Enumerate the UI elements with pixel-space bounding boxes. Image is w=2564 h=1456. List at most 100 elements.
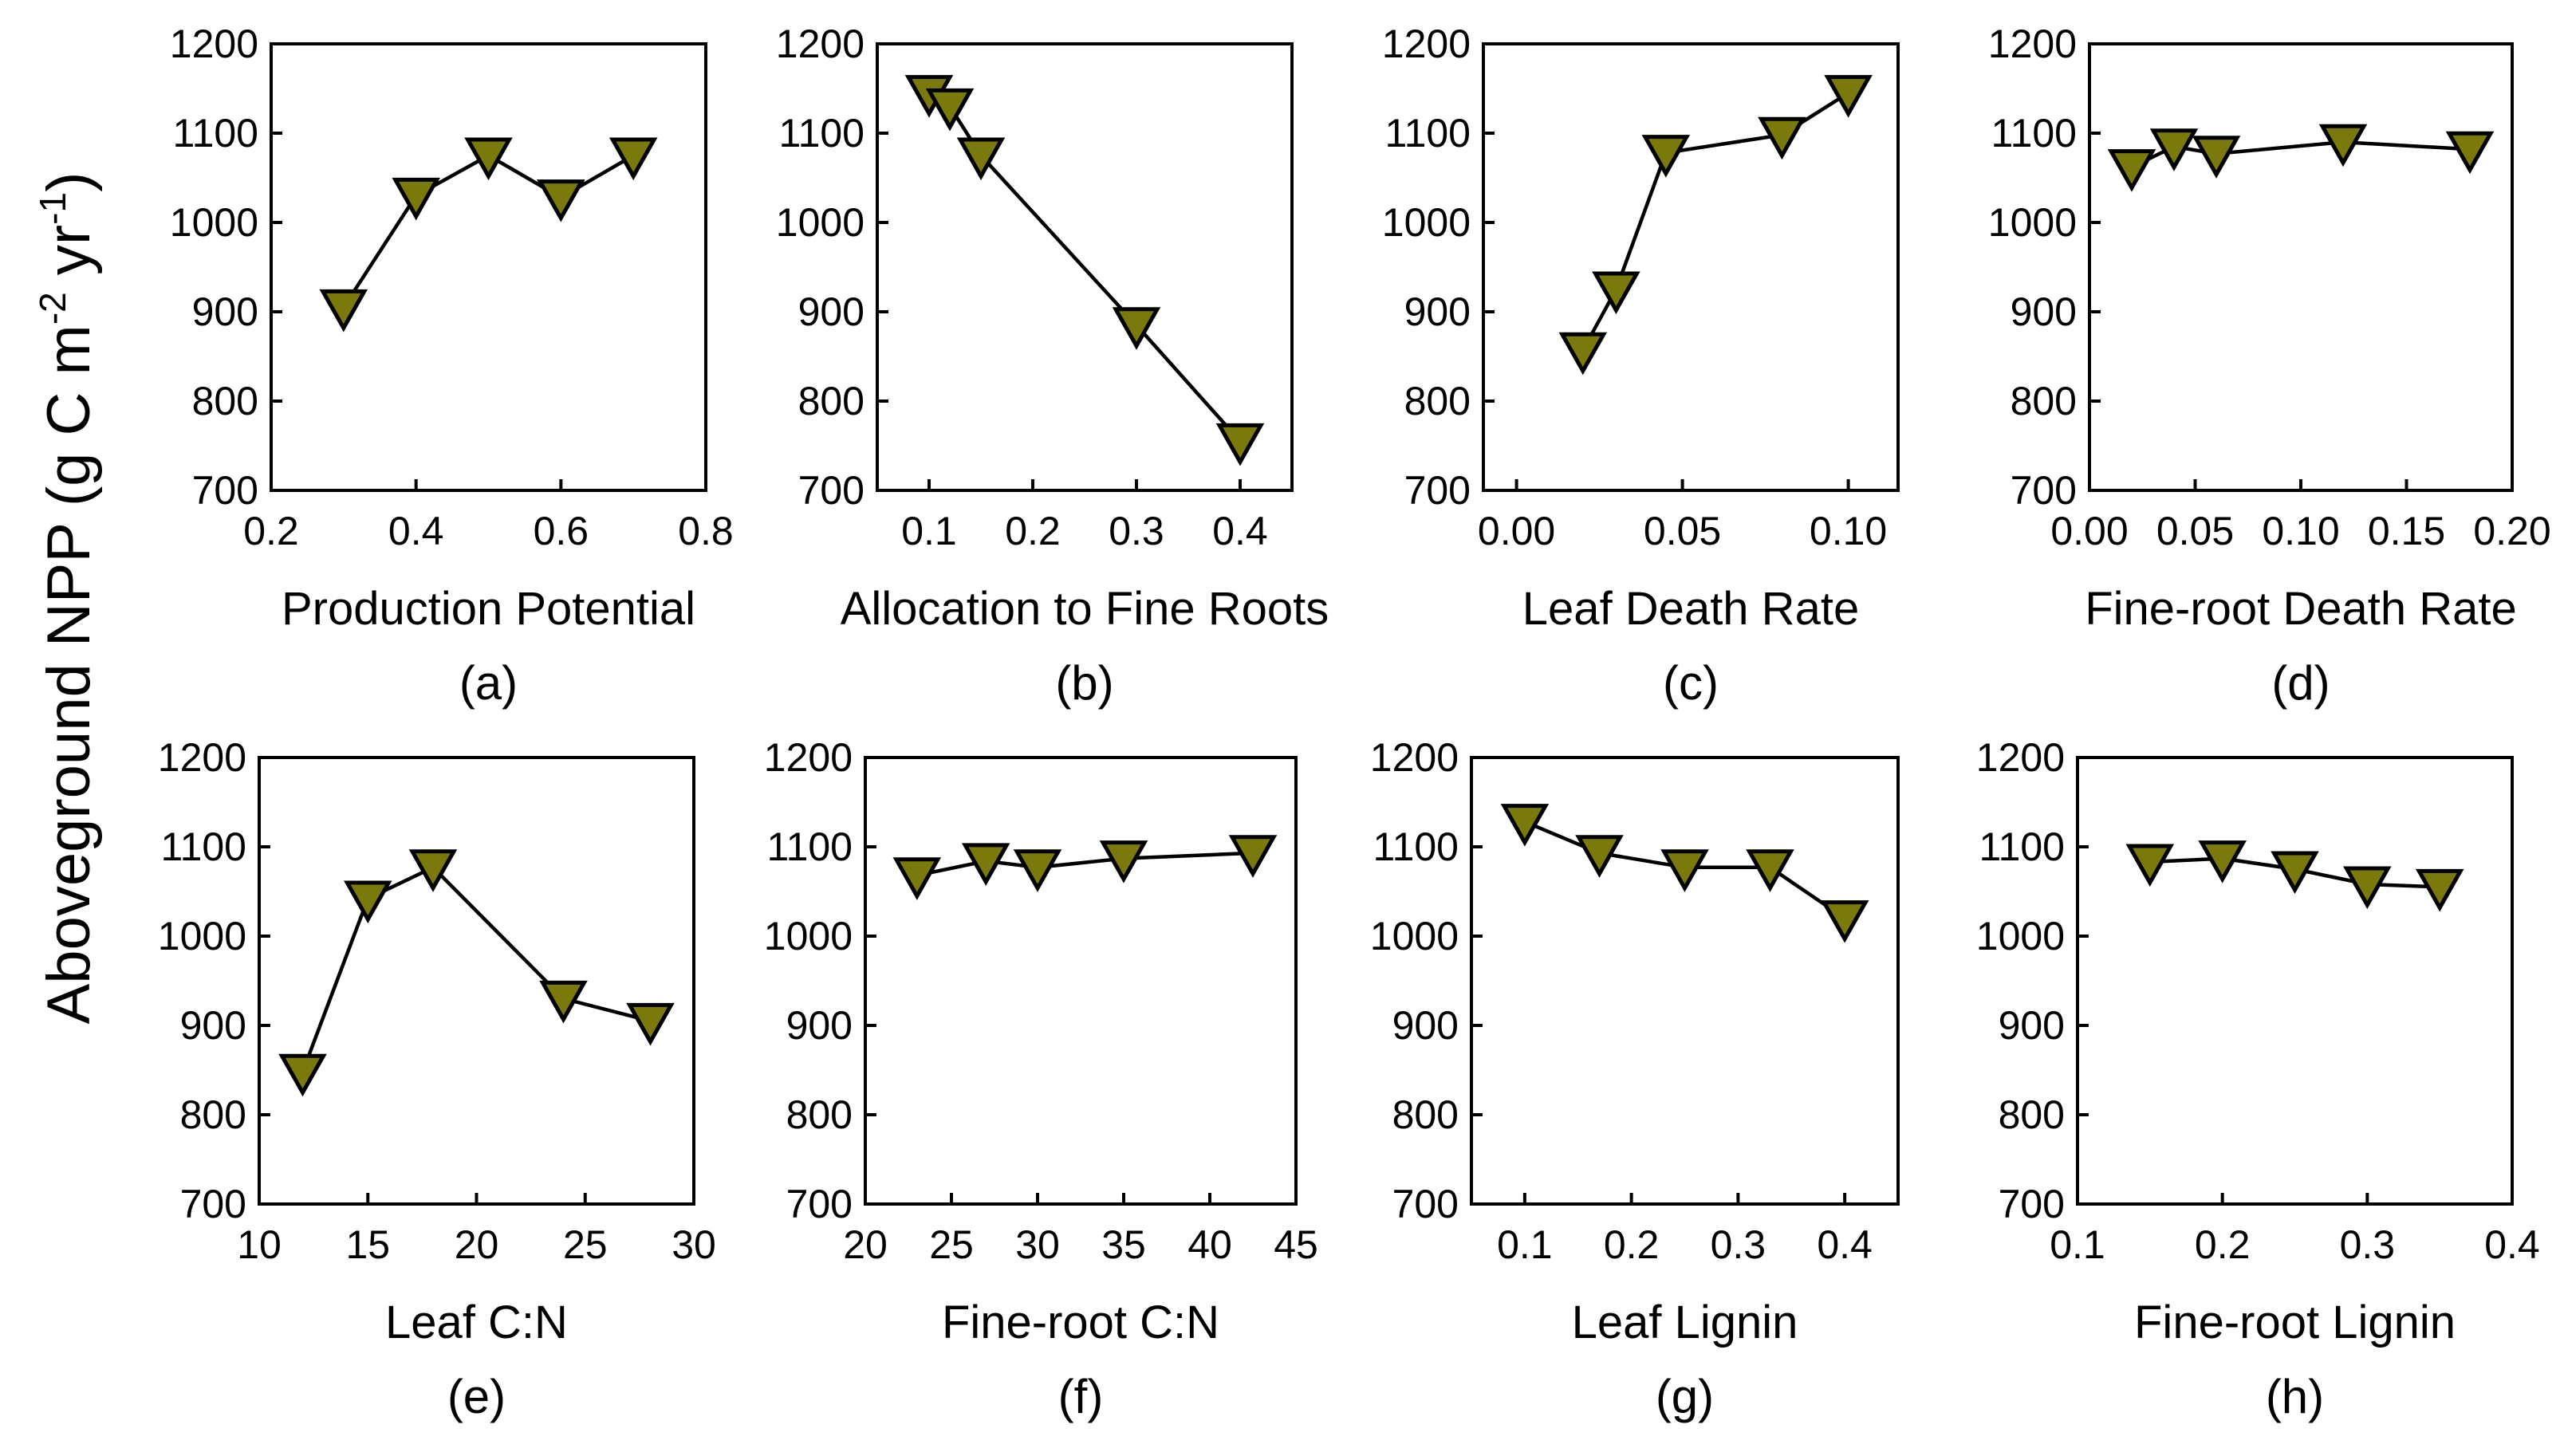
y-tick-label: 1100 — [1384, 111, 1471, 155]
data-point-marker — [626, 1002, 675, 1046]
x-tick-label: 0.3 — [2340, 1222, 2396, 1267]
y-tick-label: 800 — [2011, 379, 2077, 423]
chart-panel: 700 800 900 1000 1100 1200 0.1 0.2 0.3 0.4 Allocat… — [776, 22, 1329, 710]
data-point-marker — [464, 137, 513, 181]
x-tick-label: 0.2 — [1604, 1222, 1660, 1267]
panel-label: (f) — [1058, 1370, 1104, 1423]
y-tick-label: 1200 — [1370, 735, 1459, 780]
chart-panel: 700 800 900 1000 1100 1200 20 25 30 35 40 45 Fine-ro… — [764, 735, 1318, 1423]
plot-frame — [876, 42, 1294, 492]
chart-panel: 700 800 900 1000 1100 1200 0.2 0.4 0.6 0.8 Product… — [170, 22, 734, 710]
data-point-marker — [961, 843, 1010, 886]
plot-frame — [2088, 42, 2514, 492]
y-axis-label-exp2: -1 — [32, 192, 73, 225]
data-point-marker — [2445, 131, 2495, 175]
data-point-marker — [2318, 124, 2368, 167]
y-tick-label: 700 — [2011, 468, 2077, 513]
data-point-marker — [392, 177, 440, 221]
data-point-marker — [278, 1053, 327, 1097]
y-tick-label: 1000 — [170, 200, 258, 245]
y-tick-label: 900 — [192, 289, 258, 334]
chart-panel: 700 800 900 1000 1100 1200 0.1 0.2 0.3 0.4 Leaf Li… — [1370, 735, 1900, 1423]
data-point-marker — [1820, 900, 1869, 943]
x-tick-label: 0.05 — [1644, 509, 1721, 553]
data-point-marker — [2271, 851, 2319, 895]
data-point-marker — [2125, 844, 2175, 887]
plot-frame — [864, 756, 1298, 1206]
y-tick-label: 1100 — [160, 824, 246, 869]
data-point-marker — [408, 849, 458, 892]
y-tick-label: 1000 — [1988, 200, 2077, 245]
data-point-marker — [892, 857, 942, 900]
chart-panel: 700 800 900 1000 1100 1200 10 15 20 25 30 Leaf C:N (… — [158, 735, 716, 1423]
y-tick-label: 1000 — [158, 914, 246, 958]
y-tick-label: 1000 — [1976, 914, 2065, 958]
data-point-marker — [319, 289, 368, 333]
x-tick-label: 0.4 — [388, 509, 444, 553]
data-point-marker — [2192, 136, 2241, 179]
x-tick-label: 0.2 — [243, 509, 299, 553]
x-tick-label: 0.8 — [678, 509, 734, 553]
x-tick-label: 0.00 — [2050, 509, 2128, 553]
data-point-marker — [956, 137, 1006, 181]
y-tick-label: 700 — [1392, 1182, 1459, 1226]
x-tick-label: 0.4 — [2484, 1222, 2540, 1267]
data-point-marker — [1228, 835, 1278, 878]
x-tick-label: 20 — [843, 1222, 888, 1267]
data-point-marker — [2343, 866, 2392, 910]
y-tick-label: 1100 — [1979, 824, 2065, 869]
x-tick-label: 30 — [672, 1222, 716, 1267]
x-tick-label: 25 — [563, 1222, 608, 1267]
panel-label: (g) — [1656, 1370, 1714, 1423]
x-tick-label: 0.00 — [1478, 509, 1555, 553]
y-tick-label: 1200 — [764, 735, 853, 780]
data-point-marker — [344, 880, 392, 924]
panel-label: (a) — [459, 656, 518, 710]
y-tick-label: 1200 — [1382, 22, 1471, 66]
x-tick-label: 0.3 — [1109, 509, 1164, 553]
x-axis-label: Leaf Lignin — [1572, 1297, 1798, 1348]
y-tick-label: 700 — [1404, 468, 1471, 513]
x-tick-label: 0.4 — [1212, 509, 1268, 553]
y-tick-label: 1100 — [778, 111, 865, 155]
data-point-marker — [1641, 135, 1691, 178]
y-tick-label: 900 — [798, 289, 865, 334]
y-tick-label: 1100 — [766, 824, 853, 869]
x-tick-label: 35 — [1101, 1222, 1146, 1267]
x-axis-label: Fine-root Lignin — [2134, 1297, 2456, 1348]
data-point-marker — [1824, 75, 1873, 118]
y-tick-label: 900 — [2011, 289, 2077, 334]
data-point-marker — [2107, 149, 2156, 192]
y-tick-label: 900 — [180, 1003, 246, 1048]
plot-frame — [258, 756, 695, 1206]
x-axis-label: Allocation to Fine Roots — [841, 583, 1329, 635]
y-tick-label: 800 — [786, 1092, 853, 1137]
data-point-marker — [539, 980, 588, 1024]
chart-panels: 700 800 900 1000 1100 1200 0.2 0.4 0.6 0.8 Product… — [158, 22, 2551, 1423]
data-point-marker — [1112, 307, 1161, 350]
data-point-marker — [1099, 840, 1148, 883]
series-line — [1581, 91, 1849, 352]
data-point-marker — [2198, 840, 2247, 883]
x-tick-label: 0.10 — [1810, 509, 1887, 553]
x-axis-label: Production Potential — [282, 583, 695, 635]
y-tick-label: 700 — [192, 468, 258, 513]
data-point-marker — [1215, 423, 1265, 466]
y-tick-label: 900 — [1999, 1003, 2065, 1048]
y-tick-label: 800 — [192, 379, 258, 423]
chart-panel: 700 800 900 1000 1100 1200 0.00 0.05 0.10 0.15 0.2… — [1988, 22, 2551, 710]
y-tick-label: 700 — [180, 1182, 246, 1226]
x-tick-label: 30 — [1015, 1222, 1060, 1267]
y-axis-label-mid: yr — [35, 225, 103, 292]
data-point-marker — [609, 137, 658, 181]
x-axis-label: Fine-root Death Rate — [2085, 583, 2517, 635]
x-tick-label: 0.1 — [2050, 1222, 2105, 1267]
y-tick-label: 800 — [180, 1092, 246, 1137]
y-tick-label: 1000 — [776, 200, 865, 245]
data-point-marker — [1500, 804, 1550, 847]
x-tick-label: 25 — [929, 1222, 974, 1267]
y-tick-label: 1000 — [1382, 200, 1471, 245]
x-tick-label: 0.2 — [2195, 1222, 2251, 1267]
y-tick-label: 700 — [798, 468, 865, 513]
